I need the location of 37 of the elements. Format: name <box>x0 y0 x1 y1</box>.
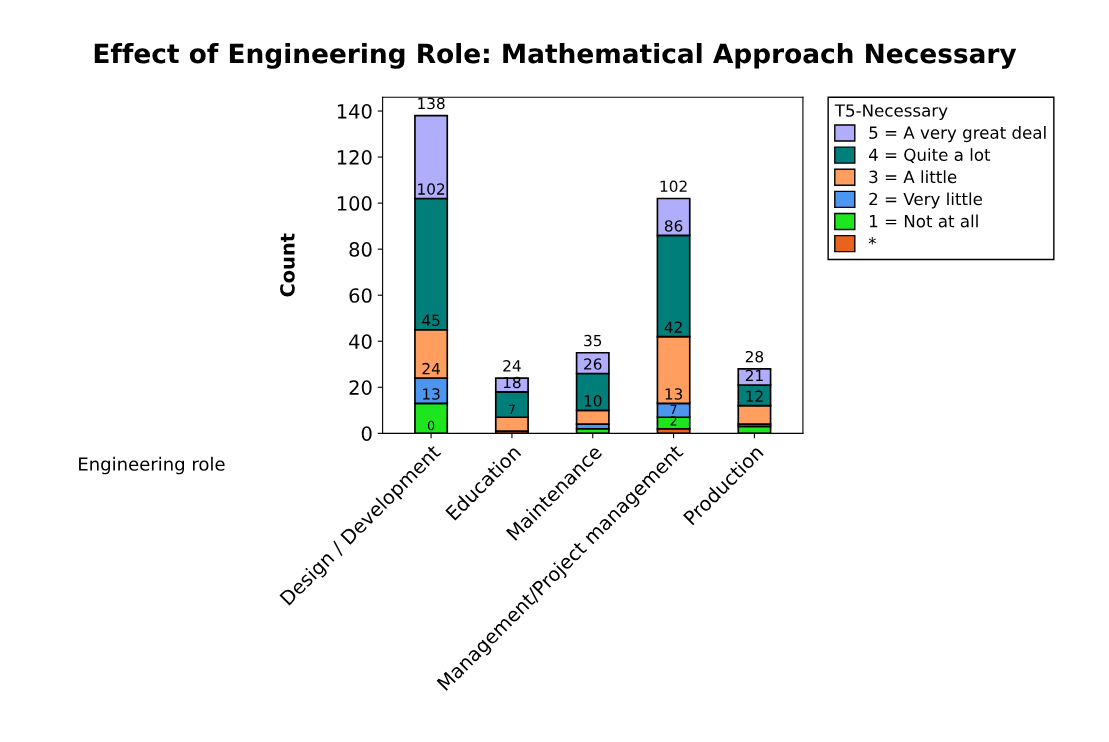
legend-label: 4 = Quite a lot <box>868 148 991 163</box>
annotation: 26 <box>584 358 602 370</box>
annotation: 0 <box>427 420 435 431</box>
legend-label: 5 = A very great deal <box>869 126 1046 143</box>
total-label: 35 <box>584 334 602 347</box>
y-tick-label: 20 <box>349 380 372 395</box>
y-tick-label: 80 <box>349 242 372 257</box>
annotation: 21 <box>745 369 763 382</box>
total-label: 102 <box>660 180 687 193</box>
annotation: 13 <box>423 388 440 400</box>
y-tick-label: 40 <box>349 334 372 349</box>
annotation: 102 <box>418 183 445 195</box>
annotation: 7 <box>508 404 515 414</box>
annotation: 42 <box>664 321 682 333</box>
total-label: 138 <box>418 97 445 110</box>
y-tick-label: 100 <box>337 196 372 211</box>
y-tick-label: 120 <box>337 150 372 165</box>
total-label: 28 <box>745 350 764 363</box>
y-tick-label: 60 <box>349 288 372 303</box>
legend-label: * <box>868 236 876 245</box>
chart-title: Effect of Engineering Role: Mathematical Approach Necessary <box>94 43 1017 69</box>
annotation: 10 <box>584 395 602 407</box>
annotation: 12 <box>746 390 763 402</box>
total-label: 24 <box>503 360 521 372</box>
x-axis-title: Engineering role <box>79 456 225 475</box>
legend-label: 3 = A little <box>869 170 957 184</box>
annotation: 86 <box>664 220 683 232</box>
legend-label: 2 = Very little <box>869 192 982 209</box>
y-tick-label: 0 <box>361 426 372 441</box>
annotation: 13 <box>665 388 683 400</box>
legend-title: T5-Necessary <box>834 104 948 120</box>
annotation: 45 <box>422 314 440 327</box>
annotation: 24 <box>422 362 440 375</box>
annotation: 7 <box>670 404 677 414</box>
y-tick-label: 140 <box>337 103 372 119</box>
legend-label: 1 = Not at all <box>869 214 978 228</box>
y-axis-title: Count <box>280 233 295 297</box>
